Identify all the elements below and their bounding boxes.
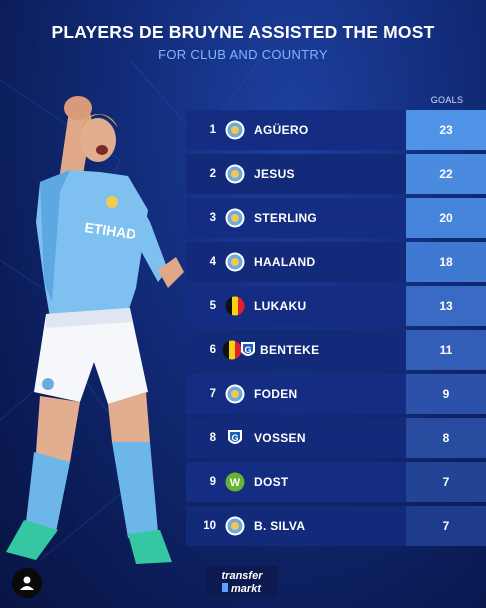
goals-value: 8	[406, 418, 486, 458]
table-row: 9 W DOST 7	[186, 462, 486, 502]
rank-number: 9	[209, 476, 216, 488]
rank-number: 2	[209, 168, 216, 180]
svg-text:markt: markt	[231, 583, 262, 595]
player-name: LUKAKU	[254, 299, 307, 313]
goals-value: 22	[406, 154, 486, 194]
player-name: B. SILVA	[254, 519, 306, 533]
goals-column-header: GOALS	[430, 95, 464, 105]
rank-number: 4	[209, 256, 216, 268]
man-city-badge-icon	[225, 384, 245, 404]
player-name: FODEN	[254, 387, 298, 401]
goals-value: 13	[406, 286, 486, 326]
transfermarkt-logo: transfer markt	[206, 566, 278, 596]
player-name: BENTEKE	[260, 343, 320, 357]
player-image: ETIHAD	[6, 96, 184, 564]
genk-badge-icon: G	[225, 428, 245, 448]
wolfsburg-badge-icon: W	[225, 472, 245, 492]
table-row: 5 LUKAKU 13	[186, 286, 486, 326]
belgium-flag-icon	[222, 340, 242, 360]
player-name: HAALAND	[254, 255, 316, 269]
goals-value: 7	[406, 506, 486, 546]
goals-value: 18	[406, 242, 486, 282]
table-row: 8 G VOSSEN 8	[186, 418, 486, 458]
rank-number: 10	[203, 520, 216, 532]
kit-sponsor-text: ETIHAD	[84, 219, 138, 242]
rank-number: 7	[209, 388, 216, 400]
player-name: JESUS	[254, 167, 295, 181]
table-row: 10 B. SILVA 7	[186, 506, 486, 546]
man-city-badge-icon	[225, 252, 245, 272]
page-title: PLAYERS DE BRUYNE ASSISTED THE MOST	[51, 22, 435, 42]
player-name: AGÜERO	[254, 123, 309, 137]
player-name: VOSSEN	[254, 431, 306, 445]
man-city-badge-icon	[225, 516, 245, 536]
player-name: DOST	[254, 475, 289, 489]
table-row: 4 HAALAND 18	[186, 242, 486, 282]
rank-number: 8	[209, 432, 216, 444]
man-city-badge-icon	[225, 120, 245, 140]
goals-value: 7	[406, 462, 486, 502]
goals-value: 20	[406, 198, 486, 238]
svg-text:G: G	[231, 433, 238, 443]
table-row: 3 STERLING 20	[186, 198, 486, 238]
table-row: 1 AGÜERO 23	[186, 110, 486, 150]
rank-number: 1	[209, 124, 216, 136]
svg-text:G: G	[244, 345, 251, 355]
goals-value: 11	[406, 330, 486, 370]
profile-avatar[interactable]	[12, 568, 42, 598]
user-icon	[20, 576, 34, 590]
belgium-flag-icon	[225, 296, 245, 316]
assists-table: 1 AGÜERO 23 2 JESUS 22 3 STERLING 20 4 HAALAND 18 5 L…	[186, 110, 486, 550]
genk-badge-icon: G	[238, 340, 258, 360]
goals-value: 9	[406, 374, 486, 414]
goals-value: 23	[406, 110, 486, 150]
rank-number: 3	[209, 212, 216, 224]
table-row: 2 JESUS 22	[186, 154, 486, 194]
rank-number: 6	[209, 344, 216, 356]
svg-text:transfer: transfer	[222, 570, 264, 582]
player-name: STERLING	[254, 211, 318, 225]
rank-number: 5	[209, 300, 216, 312]
man-city-badge-icon	[225, 208, 245, 228]
table-row: 7 FODEN 9	[186, 374, 486, 414]
table-row: 6 G BENTEKE 11	[186, 330, 486, 370]
page-subtitle: FOR CLUB AND COUNTRY	[158, 47, 328, 62]
svg-text:W: W	[230, 477, 241, 489]
man-city-badge-icon	[225, 164, 245, 184]
